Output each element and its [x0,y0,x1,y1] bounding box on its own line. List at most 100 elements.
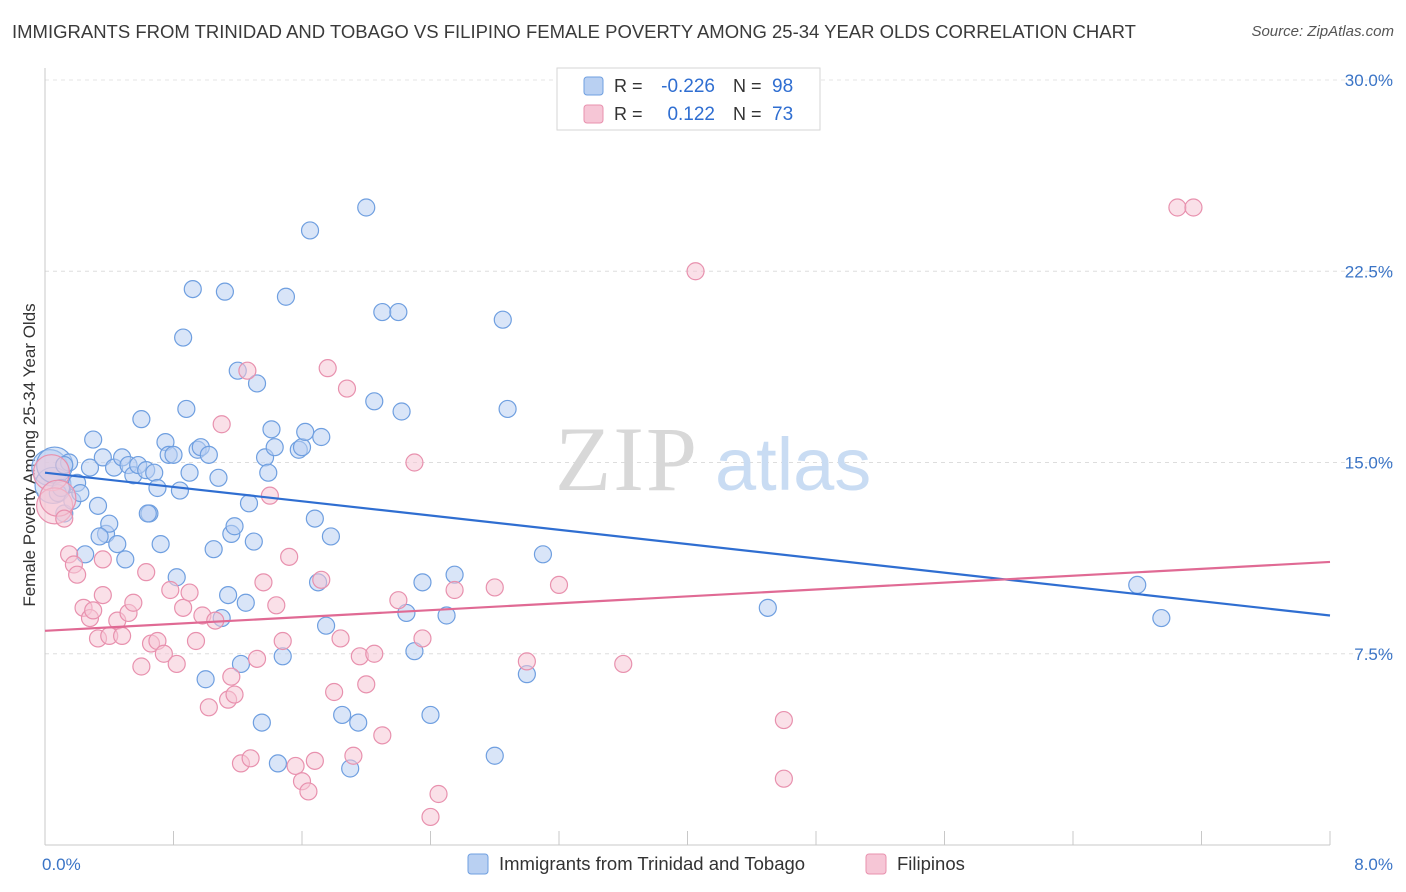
data-point [1128,575,1147,595]
data-point [138,504,157,523]
stats-swatch [583,104,604,124]
data-point [252,713,271,732]
data-point [485,746,504,765]
data-point [262,420,281,439]
data-point [485,578,504,597]
x-tick-label-max: 8.0% [1354,855,1393,874]
stats-r-label: R = [614,76,643,96]
data-point [247,649,267,668]
series-legend: Immigrants from Trinidad and Tobago Filip… [467,853,965,875]
watermark: ZIP atlas [555,408,871,510]
data-point [212,415,231,434]
data-point [174,328,193,347]
stats-r-value: -0.226 [661,76,715,97]
data-point [254,573,273,592]
data-point [132,410,151,429]
data-point [686,262,705,281]
watermark-zip: ZIP [555,408,699,510]
data-point [231,654,251,674]
data-point [174,598,193,617]
data-point [267,596,286,615]
data-point [305,751,324,770]
data-point [321,527,341,546]
data-point [325,682,344,702]
data-point [549,575,569,595]
data-point [365,644,384,663]
data-point [132,657,151,676]
data-point [154,644,173,663]
data-point [774,710,793,730]
data-point [247,374,267,393]
data-point [183,280,202,299]
y-tick-label: 22.5% [1345,262,1393,281]
legend-label: Immigrants from Trinidad and Tobago [499,853,805,874]
data-point [296,422,315,441]
y-tick-labels: 7.5% 15.0% 22.5% 30.0% [1345,71,1393,664]
data-point [373,302,392,322]
data-point [93,448,112,467]
data-point [148,478,167,498]
stats-r-value: 0.122 [667,104,715,125]
data-point [498,399,517,419]
data-point [196,670,215,689]
legend-swatch [865,853,887,875]
data-point [517,652,536,671]
data-point [180,463,199,482]
data-point [239,494,259,513]
data-point [357,675,376,694]
trend-line [44,471,1331,617]
stats-n-value: 98 [772,76,793,97]
legend-swatch [467,853,489,875]
data-point [186,631,206,651]
data-point [276,287,296,306]
data-point [365,392,384,411]
data-point [421,705,440,725]
data-point [161,580,180,600]
data-point [124,593,143,612]
data-point [331,629,350,648]
chart-source: Source: ZipAtlas.com [1251,23,1394,40]
data-point [1184,198,1203,217]
data-point [758,598,777,617]
data-point [392,402,411,421]
data-point [445,580,464,600]
data-point [268,754,288,773]
trend-lines [44,471,1331,632]
data-point [55,509,74,528]
data-point [389,302,408,322]
data-point [333,705,352,725]
data-point [225,685,244,704]
watermark-atlas: atlas [715,423,871,506]
data-point [316,616,336,635]
data-point [305,509,324,528]
data-point [80,458,100,477]
data-point [236,593,255,612]
data-point [88,496,108,515]
data-point [318,359,337,378]
data-point [199,698,218,717]
data-point [292,438,312,457]
data-point [68,565,87,584]
data-point [421,807,440,827]
data-point [145,463,164,482]
data-point [429,784,448,804]
data-point [215,282,234,301]
y-tick-label: 30.0% [1345,71,1393,90]
data-point [116,550,135,569]
legend-label: Filipinos [897,853,965,874]
stats-swatch [583,76,604,96]
data-point [100,514,119,533]
stats-n-label: N = [733,76,762,96]
stats-n-value: 73 [772,104,793,125]
data-point [265,438,284,457]
data-point [137,563,156,582]
data-point [389,591,408,610]
data-point [39,479,77,517]
data-point [373,726,392,745]
data-point [1168,198,1187,217]
data-point [614,654,633,674]
data-point [337,379,357,398]
data-point [167,654,186,674]
y-tick-label: 7.5% [1354,645,1393,664]
